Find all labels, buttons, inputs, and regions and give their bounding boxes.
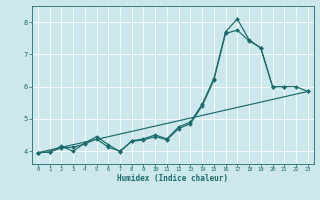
X-axis label: Humidex (Indice chaleur): Humidex (Indice chaleur) — [117, 174, 228, 183]
